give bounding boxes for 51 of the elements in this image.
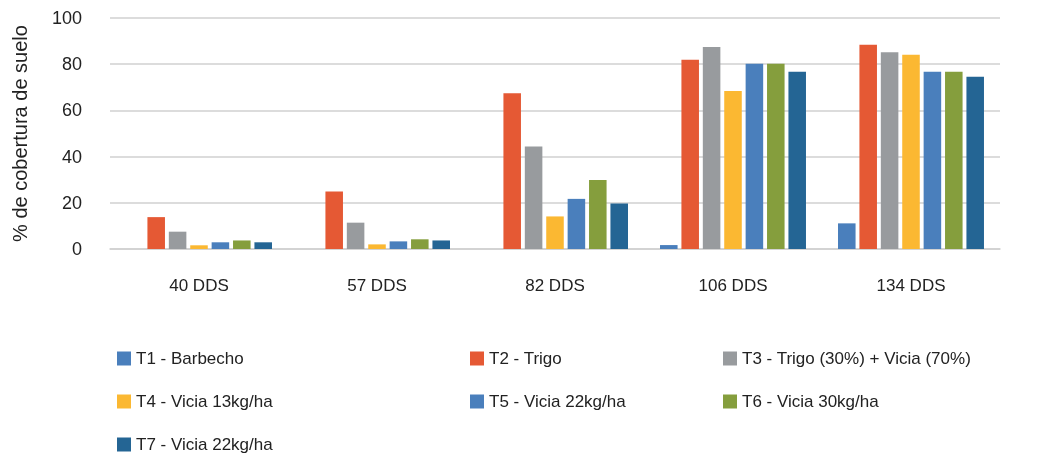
legend-label: T1 - Barbecho (136, 349, 244, 368)
bar (503, 93, 521, 249)
bar (966, 76, 984, 249)
x-tick-label: 106 DDS (698, 276, 768, 295)
bar (681, 59, 699, 249)
bar (368, 244, 386, 249)
y-axis-title: % de cobertura de suelo (9, 25, 31, 242)
bar (168, 231, 187, 249)
y-tick-label: 60 (61, 100, 82, 121)
bar (524, 146, 543, 249)
bar (945, 71, 963, 249)
x-tick-label: 57 DDS (347, 276, 407, 295)
y-tick-label: 40 (61, 146, 82, 167)
bar (923, 71, 942, 249)
legend-label: T6 - Vicia 30kg/ha (742, 392, 880, 411)
x-tick-label: 134 DDS (876, 276, 946, 295)
x-tick-label: 82 DDS (525, 276, 585, 295)
legend-label: T5 - Vicia 22kg/ha (489, 392, 627, 411)
bar (902, 54, 920, 249)
bar (724, 91, 742, 249)
bar (147, 217, 165, 249)
bar (788, 71, 806, 249)
bar (346, 222, 365, 249)
y-tick-label: 100 (51, 8, 82, 28)
bar (389, 241, 408, 249)
bar (610, 203, 628, 249)
x-tick-label: 40 DDS (169, 276, 229, 295)
legend-label: T7 - Vicia 22kg/ha (136, 435, 274, 454)
bar (880, 52, 899, 249)
bar (838, 223, 856, 249)
bar (859, 44, 877, 249)
bar (567, 198, 586, 249)
bar (546, 216, 564, 249)
bar (702, 47, 721, 249)
bar (211, 242, 230, 249)
legend-label: T2 - Trigo (489, 349, 562, 368)
legend-label: T3 - Trigo (30%) + Vicia (70%) (742, 349, 971, 368)
y-tick-label: 0 (71, 239, 82, 259)
y-tick-label: 80 (61, 54, 82, 75)
bar (660, 245, 678, 249)
legend-label: T4 - Vicia 13kg/ha (136, 392, 274, 411)
bar (325, 191, 343, 249)
y-tick-label: 20 (61, 192, 82, 213)
bar (767, 63, 785, 249)
bar (254, 242, 272, 249)
bar (190, 245, 208, 249)
bar (589, 179, 607, 249)
bar (745, 63, 764, 249)
bar (233, 240, 251, 249)
bar (411, 239, 429, 249)
bar (432, 240, 450, 249)
